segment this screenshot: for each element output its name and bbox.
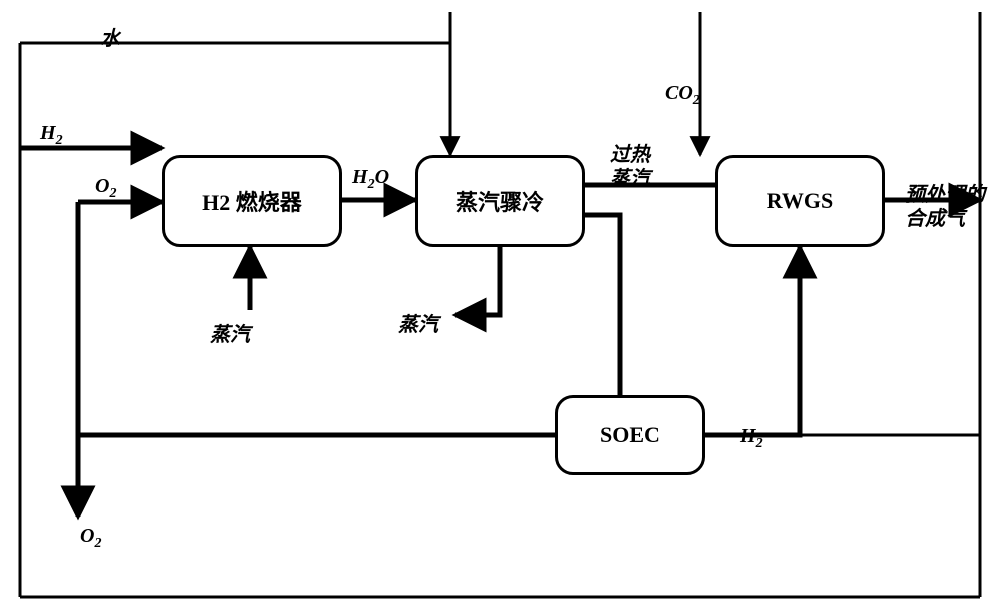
label-steam_in: 蒸汽 <box>210 318 250 347</box>
node-label-soec: SOEC <box>600 422 660 448</box>
label-water: 水 <box>100 22 120 51</box>
label-superheat2: 蒸汽 <box>610 162 650 191</box>
label-h2_in: H2 <box>40 122 63 149</box>
node-label-quench: 蒸汽骤冷 <box>456 185 544 217</box>
label-o2_out: O2 <box>80 525 101 552</box>
edge-quench-steam-out <box>455 247 500 315</box>
label-o2_in: O2 <box>95 175 116 202</box>
node-rwgs: RWGS <box>715 155 885 247</box>
label-steam_out: 蒸汽 <box>398 308 438 337</box>
edge-quench-to-soec <box>585 215 620 395</box>
node-label-burner: H2 燃烧器 <box>202 185 302 217</box>
node-label-rwgs: RWGS <box>767 188 833 214</box>
diagram-stage: H2 燃烧器蒸汽骤冷RWGSSOEC水H2O2H2O蒸汽蒸汽过热蒸汽CO2预处理… <box>0 0 1000 609</box>
node-soec: SOEC <box>555 395 705 475</box>
label-co2_in: CO2 <box>665 82 700 109</box>
label-syngas2: 合成气 <box>905 202 965 231</box>
edge-soec-h2-to-rwgs <box>705 247 800 435</box>
node-burner: H2 燃烧器 <box>162 155 342 247</box>
label-h2_right: H2 <box>740 425 763 452</box>
label-h2o_mid: H2O <box>352 166 389 193</box>
edge-layer <box>0 0 1000 609</box>
node-quench: 蒸汽骤冷 <box>415 155 585 247</box>
